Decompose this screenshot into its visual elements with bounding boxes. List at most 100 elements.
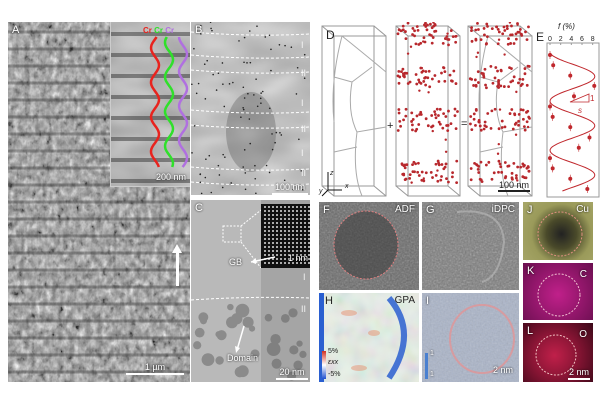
precipitate <box>497 127 501 131</box>
panel-label: B <box>195 24 203 36</box>
precipitate <box>402 74 405 78</box>
precipitate <box>510 108 514 111</box>
precipitate <box>434 116 438 120</box>
panel-label: G <box>426 204 435 216</box>
precipitate <box>474 28 478 32</box>
precipitate <box>419 110 423 114</box>
precipitate <box>447 43 450 47</box>
precipitate <box>476 168 480 171</box>
precipitate <box>513 122 517 126</box>
precipitate <box>426 124 430 128</box>
precipitate <box>527 169 531 173</box>
domain <box>194 327 205 338</box>
region-label: II <box>301 124 307 134</box>
domain <box>216 330 227 341</box>
panel-i: I 1 1 2 nm <box>422 293 519 382</box>
precipitate <box>525 166 529 170</box>
precipitate <box>510 171 514 175</box>
precipitate <box>403 163 407 167</box>
precipitate <box>470 29 473 32</box>
slope-label-1: 1 <box>590 94 595 103</box>
domain-label: Domain <box>227 353 259 363</box>
precipitate <box>512 75 516 79</box>
grain-boundaries <box>332 35 387 197</box>
precipitate <box>404 177 408 181</box>
precipitate <box>403 166 407 170</box>
precipitate <box>485 22 489 26</box>
precipitate <box>455 159 459 163</box>
precipitate <box>512 42 516 45</box>
boundary-dash <box>191 166 310 171</box>
precipitate <box>483 67 487 71</box>
precipitate <box>486 112 490 115</box>
line-label-green: Cr <box>154 26 164 35</box>
domain <box>270 334 281 345</box>
data-point <box>585 187 590 191</box>
precipitate <box>449 122 453 126</box>
fit-curve <box>549 52 596 192</box>
precipitate <box>487 160 491 164</box>
precipitate <box>396 32 400 36</box>
precipitate <box>423 76 426 80</box>
precipitate <box>414 42 418 46</box>
precipitate <box>480 180 484 184</box>
precipitate <box>437 80 441 83</box>
precipitate <box>476 22 479 25</box>
precipitate <box>404 30 407 33</box>
precipitate <box>503 29 507 32</box>
precipitate <box>527 64 531 68</box>
plus-sign: + <box>387 120 394 132</box>
composition-line <box>177 36 189 168</box>
precipitate <box>415 127 419 131</box>
precipitate <box>424 70 428 73</box>
precipitate <box>400 162 404 166</box>
precipitate <box>491 81 495 85</box>
precipitate <box>469 115 473 118</box>
precipitate <box>476 81 480 84</box>
precipitate <box>397 111 401 115</box>
precipitate <box>417 43 421 46</box>
panel-title: ADF <box>395 204 415 215</box>
precipitate <box>397 28 401 32</box>
precipitate <box>512 161 516 165</box>
precipitate <box>521 108 525 112</box>
region-label: II <box>301 68 307 78</box>
domain <box>201 353 215 367</box>
colorbar-top: 1 <box>430 350 434 357</box>
precipitate <box>424 83 428 87</box>
line-label-purple: Cr <box>165 26 175 35</box>
data-point <box>550 166 555 171</box>
precipitate <box>413 34 416 38</box>
precipitate <box>518 28 522 31</box>
precipitate <box>473 162 476 165</box>
precipitate <box>416 161 420 165</box>
precipitate <box>435 107 439 111</box>
precipitate <box>521 175 525 179</box>
axis-z: z <box>330 170 334 177</box>
precipitate <box>497 79 500 82</box>
precipitate <box>474 108 478 112</box>
precipitate <box>507 164 511 168</box>
domain <box>299 350 307 359</box>
colorbar-max: 5% <box>328 348 339 355</box>
precipitate <box>396 129 400 132</box>
precipitate <box>482 75 486 79</box>
colorbar-min: -5% <box>328 371 341 378</box>
precipitate <box>519 84 523 87</box>
x-axis-label: f (%) <box>558 22 575 31</box>
precipitate <box>410 111 414 115</box>
precipitate <box>507 85 511 89</box>
panel-h: H GPA 5% εxx -5% <box>319 293 419 382</box>
panel-label: A <box>12 24 20 36</box>
precipitate <box>416 28 420 32</box>
panel-label: I <box>426 295 430 307</box>
precipitate <box>431 176 434 179</box>
precipitate <box>441 126 445 130</box>
precipitate <box>445 35 449 38</box>
precipitate <box>411 123 414 127</box>
precipitate <box>448 73 452 77</box>
precipitate <box>398 75 402 79</box>
precipitate <box>508 66 511 70</box>
precipitate <box>472 117 476 121</box>
precipitate <box>447 109 450 113</box>
